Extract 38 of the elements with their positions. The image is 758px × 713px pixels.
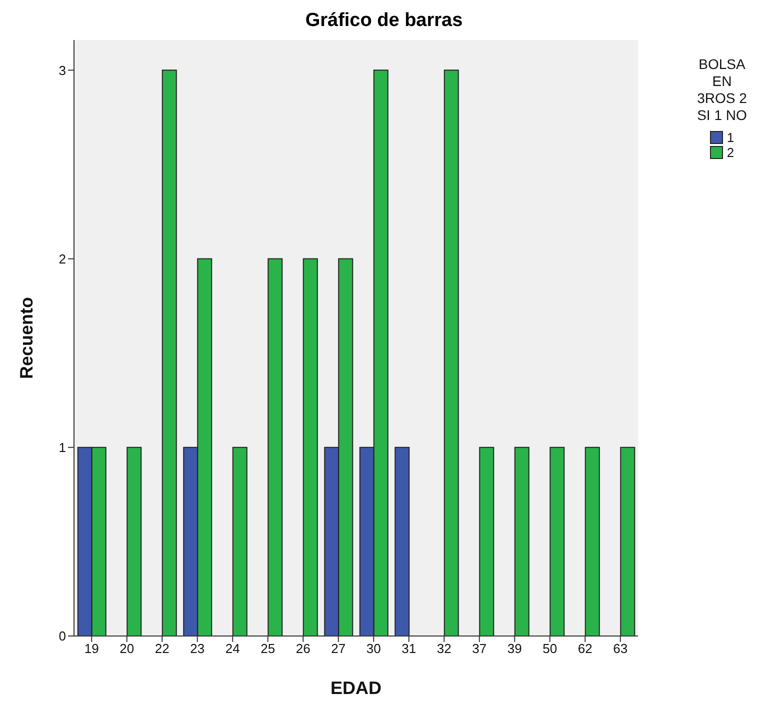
x-tick-label: 25 (260, 641, 276, 656)
y-axis-title: Recuento (16, 296, 36, 380)
chart-title: Gráfico de barras (304, 10, 464, 32)
bar (126, 446, 142, 636)
bar (550, 446, 565, 636)
x-tick-label: 22 (154, 641, 170, 656)
bar (232, 446, 248, 636)
bar (620, 446, 636, 636)
x-tick-label: 26 (296, 641, 310, 656)
legend-label: 1 (726, 130, 734, 145)
x-tick-label: 20 (120, 641, 134, 656)
bar (514, 446, 530, 636)
y-tick-label: 1 (58, 440, 66, 456)
x-tick-label: 63 (613, 641, 628, 656)
x-tick-label: 39 (507, 641, 522, 656)
bar (302, 258, 318, 636)
bar (479, 446, 494, 636)
x-axis-title: EDAD (330, 678, 382, 698)
bar (394, 446, 410, 636)
bar (162, 70, 177, 636)
y-tick-label: 0 (58, 628, 66, 644)
bar (268, 258, 283, 636)
x-tick-label: 62 (578, 641, 592, 656)
y-tick-label: 3 (58, 62, 66, 78)
x-tick-label: 50 (542, 641, 558, 656)
x-tick-label: 31 (402, 641, 416, 656)
x-tick-label: 19 (84, 641, 99, 656)
x-tick-label: 27 (331, 641, 346, 656)
x-tick-label: 37 (472, 641, 487, 656)
x-tick-label: 30 (366, 641, 381, 656)
legend-title: BOLSA EN 3ROS 2 SI 1 NO (696, 56, 748, 124)
x-tick-label: 23 (190, 641, 205, 656)
bar (584, 446, 600, 636)
x-tick-label: 24 (225, 641, 240, 656)
x-tick-label: 32 (436, 641, 452, 656)
y-tick-label: 2 (58, 251, 66, 266)
bar (444, 70, 459, 636)
legend-label: 2 (726, 145, 734, 160)
